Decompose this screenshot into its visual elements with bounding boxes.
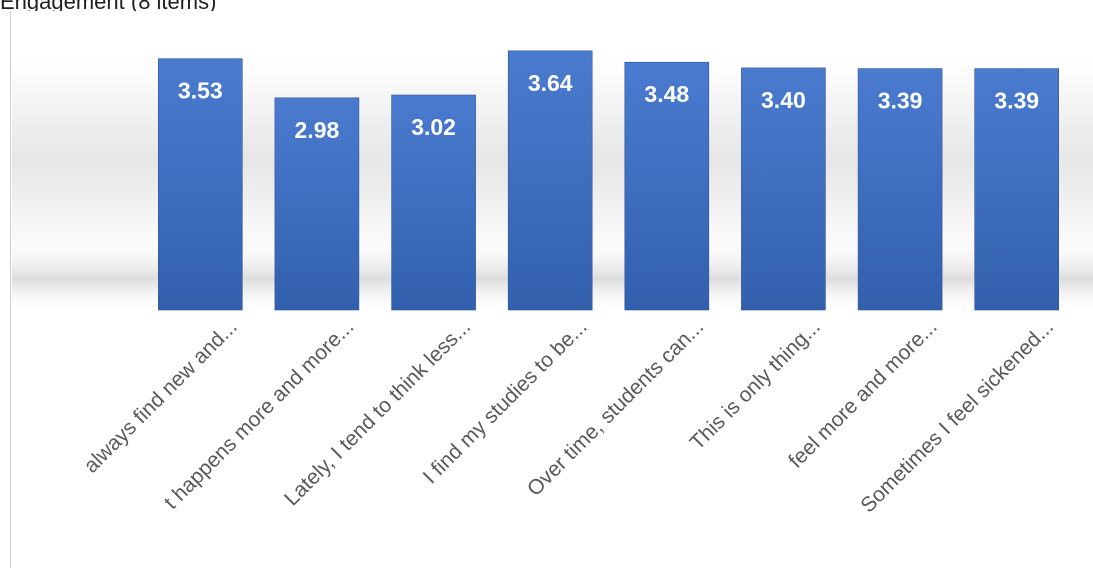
x-tick-label-8: Sometimes I feel sickened... bbox=[856, 315, 1058, 517]
bar-8 bbox=[974, 68, 1060, 311]
x-tick-label-2: t happens more and more... bbox=[160, 315, 359, 514]
chart-title: Engagement (8 items) bbox=[0, 0, 217, 14]
x-tick-label-6: This is only thing... bbox=[686, 315, 825, 454]
data-label-4: 3.64 bbox=[528, 70, 573, 96]
data-label-8: 3.39 bbox=[994, 88, 1039, 114]
bar-3 bbox=[391, 94, 476, 311]
data-label-7: 3.39 bbox=[878, 88, 923, 114]
bar-7 bbox=[857, 68, 943, 311]
data-label-2: 2.98 bbox=[295, 117, 340, 143]
x-tick-label-3: Lately, I tend to think less... bbox=[280, 315, 475, 510]
bar-6 bbox=[741, 67, 826, 311]
data-label-3: 3.02 bbox=[411, 114, 456, 140]
data-label-6: 3.40 bbox=[761, 87, 806, 113]
data-label-5: 3.48 bbox=[644, 81, 689, 107]
bar-1 bbox=[158, 58, 243, 311]
bar-4 bbox=[507, 50, 593, 311]
bar-2 bbox=[274, 97, 360, 311]
bar-5 bbox=[624, 61, 710, 311]
data-label-1: 3.53 bbox=[178, 78, 223, 104]
